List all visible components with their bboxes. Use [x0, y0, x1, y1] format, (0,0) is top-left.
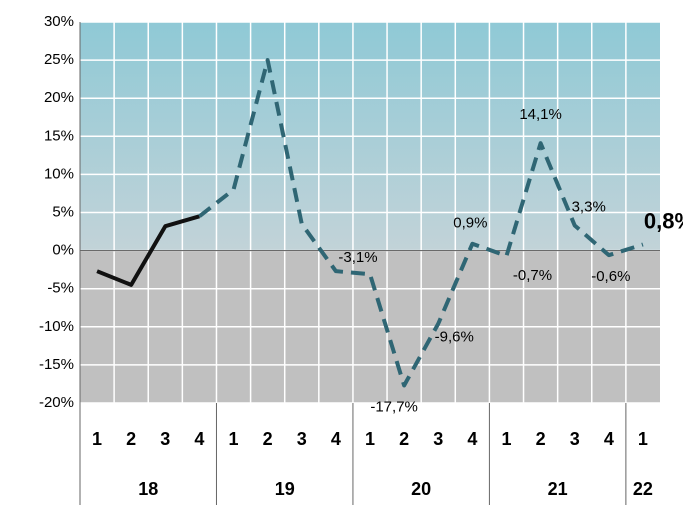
data-label: -17,7%: [370, 398, 418, 415]
series-line: [96, 214, 200, 287]
y-tick-label: -10%: [39, 318, 74, 335]
x-tick-label: 1: [638, 429, 648, 449]
x-tick-label: 4: [604, 429, 614, 449]
data-label: -9,6%: [435, 329, 474, 346]
series-line: [198, 58, 644, 388]
x-tick-label: 1: [365, 429, 375, 449]
x-tick-label: 2: [536, 429, 546, 449]
x-tick-label: 2: [399, 429, 409, 449]
x-tick-label: 3: [160, 429, 170, 449]
x-tick-label: 3: [433, 429, 443, 449]
x-tick-label: 3: [297, 429, 307, 449]
x-tick-label: 3: [570, 429, 580, 449]
data-label: 14,1%: [519, 106, 562, 123]
data-label: 3,3%: [572, 198, 606, 215]
x-group-label: 21: [548, 479, 568, 499]
y-tick-label: 25%: [44, 51, 74, 68]
y-tick-label: 10%: [44, 165, 74, 182]
x-tick-label: 2: [263, 429, 273, 449]
y-tick-label: 30%: [44, 13, 74, 30]
x-group-label: 20: [411, 479, 431, 499]
y-tick-label: -5%: [47, 280, 74, 297]
x-tick-label: 1: [229, 429, 239, 449]
y-tick-label: -15%: [39, 356, 74, 373]
x-tick-label: 2: [126, 429, 136, 449]
data-label: -0,6%: [591, 268, 630, 285]
x-tick-label: 1: [92, 429, 102, 449]
data-label: -3,1%: [338, 249, 377, 266]
x-tick-label: 1: [501, 429, 511, 449]
y-tick-label: 5%: [52, 203, 74, 220]
x-group-label: 22: [633, 479, 653, 499]
y-tick-label: 20%: [44, 89, 74, 106]
y-tick-label: 15%: [44, 127, 74, 144]
x-tick-label: 4: [194, 429, 204, 449]
data-label: 0,8%: [644, 208, 683, 233]
data-label: 0,9%: [453, 215, 487, 232]
x-group-label: 18: [138, 479, 158, 499]
y-tick-label: -20%: [39, 394, 74, 411]
data-label: -0,7%: [513, 267, 552, 284]
x-tick-label: 4: [331, 429, 341, 449]
y-tick-label: 0%: [52, 242, 74, 259]
x-tick-label: 4: [467, 429, 477, 449]
x-group-label: 19: [275, 479, 295, 499]
